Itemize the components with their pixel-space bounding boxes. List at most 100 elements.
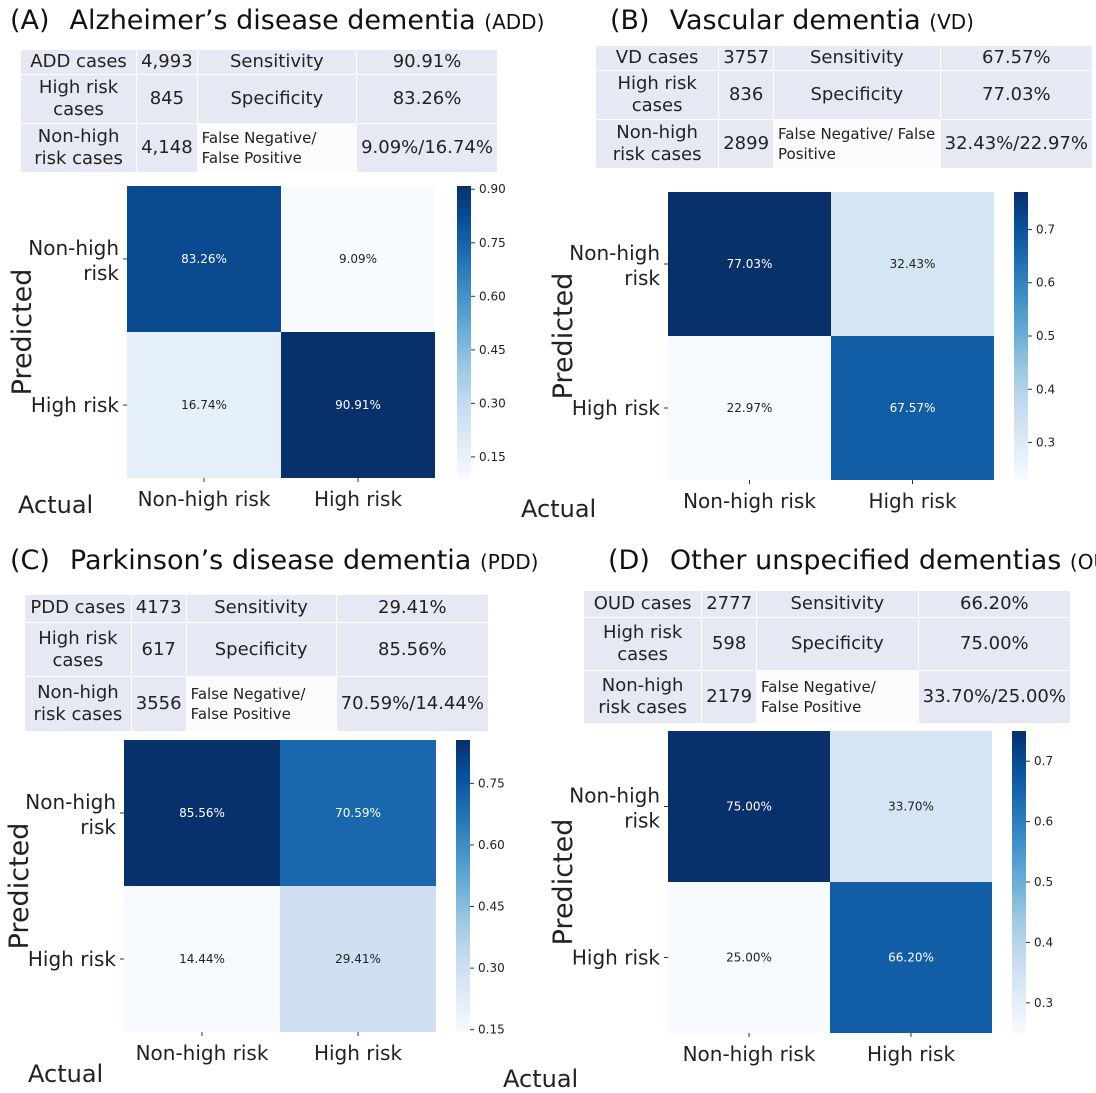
table-row: High risk cases 836 Specificity 77.03% [594,70,1094,120]
table-cell: Non-high risk cases [19,123,138,173]
table-cell: 67.57% [939,44,1094,72]
colorbar-tick-label: 0.7 [1036,222,1055,236]
x-tick-label: Non-high risk [683,1042,816,1066]
table-cell: 90.91% [356,48,498,76]
x-tick-label: Non-high risk [683,489,816,513]
cell-label: 67.57% [890,401,936,415]
table-cell: False Negative/ False Positive [196,123,358,173]
colorbar-tick-label: 0.75 [478,776,505,790]
heatmap-cell [831,192,994,336]
colorbar-tick-label: 0.60 [478,838,505,852]
panel-title-text: Parkinson’s disease dementia [69,545,472,576]
x-axis-title: Actual [503,1065,579,1093]
y-axis-title: Predicted [4,823,35,950]
table-row: Non-high risk cases 3556 False Negative/… [24,676,490,732]
confusion-matrix-heatmap: 77.03% 32.43% 22.97% 67.57% Non-high risk High… [548,192,1055,513]
heatmap-cell [830,882,992,1033]
panel-abbr: (VD) [929,10,974,34]
table-cell: 3556 [130,676,187,732]
colorbar-tick-label: 0.7 [1034,754,1053,768]
table-cell: High risk cases [582,617,703,672]
colorbar-tick-label: 0.45 [479,343,506,357]
cell-label: 85.56% [179,806,225,820]
heatmap-cell [124,740,280,886]
panel-title: (A) Alzheimer’s disease dementia (ADD) [10,5,544,36]
stats-table: OUD cases 2777 Sensitivity 66.20% High r… [582,589,1072,724]
confusion-matrix-heatmap: 85.56% 70.59% 14.44% 29.41% Non-high risk High… [4,740,505,1065]
colorbar-tick-label: 0.3 [1034,996,1053,1010]
table-cell: Sensitivity [185,594,337,623]
table-row: ADD cases 4,993 Sensitivity 90.91% [19,48,498,76]
y-tick-label: High risk [28,947,117,971]
cell-label: 22.97% [727,401,773,415]
table-cell: 845 [136,74,198,124]
table-cell: False Negative/ False Positive [185,676,337,732]
cell-label: 90.91% [335,398,381,412]
table-cell: Non-high risk cases [24,676,132,732]
table-cell: OUD cases [582,589,703,619]
cell-label: 29.41% [335,952,381,966]
y-tick-label: High risk [572,396,661,420]
table-cell: High risk cases [19,74,138,124]
table-row: High risk cases 598 Specificity 75.00% [582,617,1072,672]
panel-title-text: Vascular dementia [669,5,921,36]
colorbar-tick-label: 0.5 [1034,875,1053,889]
table-row: VD cases 3757 Sensitivity 67.57% [594,44,1094,72]
x-axis-title: Actual [28,1060,104,1088]
cell-label: 70.59% [335,806,381,820]
y-axis-title: Predicted [7,269,38,396]
y-axis-title: Predicted [548,273,579,400]
table-cell: Non-high risk cases [582,670,703,724]
stats-table: VD cases 3757 Sensitivity 67.57% High ri… [594,44,1094,169]
cell-label: 32.43% [890,257,936,271]
table-cell: Specificity [756,617,919,672]
colorbar-tick-label: 0.30 [478,961,505,975]
table-cell: ADD cases [19,48,138,76]
y-tick-label: Non-high risk [569,784,660,833]
table-cell: 29.41% [335,594,490,623]
cell-label: 9.09% [339,252,377,266]
table-cell: 66.20% [917,589,1072,619]
heatmap-cell [668,882,830,1033]
panel-letter: (C) [10,545,50,576]
y-tick-label: Non-high risk [569,241,660,290]
colorbar [456,740,470,1032]
table-cell: 2777 [701,589,758,619]
colorbar-tick-label: 0.5 [1036,329,1055,343]
table-cell: False Negative/ False Positive [756,670,919,724]
panel-abbr: (OUD) [1069,550,1096,574]
table-row: Non-high risk cases 2179 False Negative/… [582,670,1072,724]
colorbar-tick-label: 0.4 [1034,935,1053,949]
x-tick-label: Non-high risk [138,487,271,511]
table-cell: VD cases [594,44,720,72]
colorbar-tick-label: 0.60 [479,289,506,303]
panel-title-text: Other unspecified dementias [669,545,1062,576]
stats-table: ADD cases 4,993 Sensitivity 90.91% High … [19,48,498,173]
heatmap-cell [668,731,830,882]
table-row: Non-high risk cases 2899 False Negative/… [594,119,1094,169]
panel-letter: (A) [10,5,50,36]
heatmap-cell [124,886,280,1032]
cell-label: 75.00% [726,800,772,814]
table-cell: Non-high risk cases [594,119,720,169]
cell-label: 33.70% [888,800,934,814]
table-row: OUD cases 2777 Sensitivity 66.20% [582,589,1072,619]
table-cell: Sensitivity [196,48,358,76]
heatmap-cell [127,186,281,332]
table-cell: 2179 [701,670,758,724]
cell-label: 16.74% [181,398,227,412]
colorbar-tick-label: 0.6 [1034,815,1053,829]
panel-title: (D) Other unspecified dementias (OUD) [608,545,1096,576]
x-tick-label: High risk [314,487,403,511]
y-tick-label: High risk [31,393,120,417]
panel-letter: (B) [610,5,650,36]
cell-label: 25.00% [726,951,772,965]
y-tick-label: Non-high risk [25,790,116,839]
table-cell: 3757 [718,44,775,72]
heatmap-cell [127,332,281,478]
y-axis-title: Predicted [548,819,579,946]
table-cell: 33.70%/25.00% [917,670,1072,724]
heatmap-cell [668,336,831,480]
table-cell: 32.43%/22.97% [939,119,1094,169]
cell-label: 77.03% [727,257,773,271]
